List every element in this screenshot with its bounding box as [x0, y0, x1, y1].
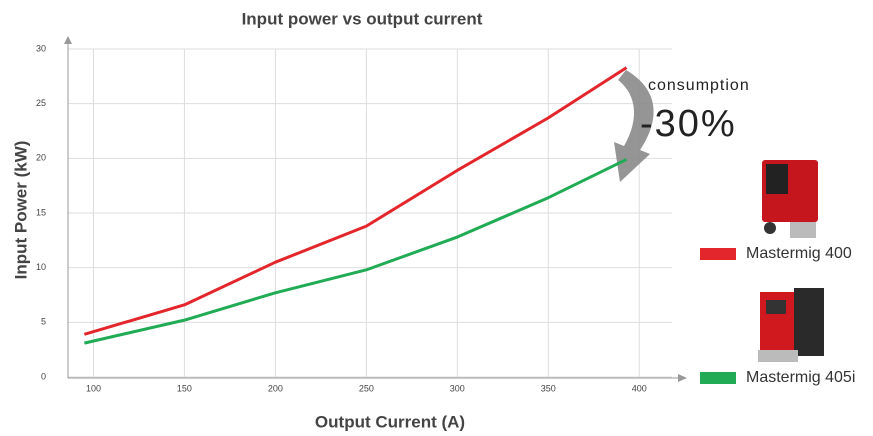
x-tick-label: 100: [86, 383, 101, 393]
chart-title: Input power vs output current: [242, 9, 483, 28]
x-tick-label: 350: [541, 383, 556, 393]
y-tick-label: 20: [36, 153, 46, 163]
x-tick-label: 300: [450, 383, 465, 393]
product-image-400: [762, 160, 818, 238]
x-tick-label: 250: [359, 383, 374, 393]
y-tick-label: 10: [36, 262, 46, 272]
y-tick-label: 30: [36, 43, 46, 53]
y-tick-label: 5: [41, 317, 46, 327]
annotation-percent: -30%: [640, 103, 737, 145]
product-image-405i: [758, 288, 824, 362]
legend-swatch: [700, 248, 736, 260]
x-tick-label: 150: [177, 383, 192, 393]
x-tick-label: 400: [632, 383, 647, 393]
chart: Input power vs output current Output Cur…: [0, 0, 873, 436]
legend-label: Mastermig 400: [746, 245, 852, 262]
y-tick-label: 15: [36, 207, 46, 217]
series-line: [84, 159, 626, 343]
y-tick-label: 25: [36, 98, 46, 108]
y-axis-title: Input Power (kW): [11, 141, 30, 280]
x-axis-title: Output Current (A): [315, 412, 465, 431]
y-axis-arrow: [64, 36, 72, 44]
annotation-consumption: consumption: [648, 77, 750, 94]
series-line: [84, 68, 626, 335]
y-tick-label: 0: [41, 371, 46, 381]
legend-swatch: [700, 372, 736, 384]
x-tick-label: 200: [268, 383, 283, 393]
legend-label: Mastermig 405i: [746, 369, 855, 386]
x-axis-arrow: [678, 374, 687, 382]
